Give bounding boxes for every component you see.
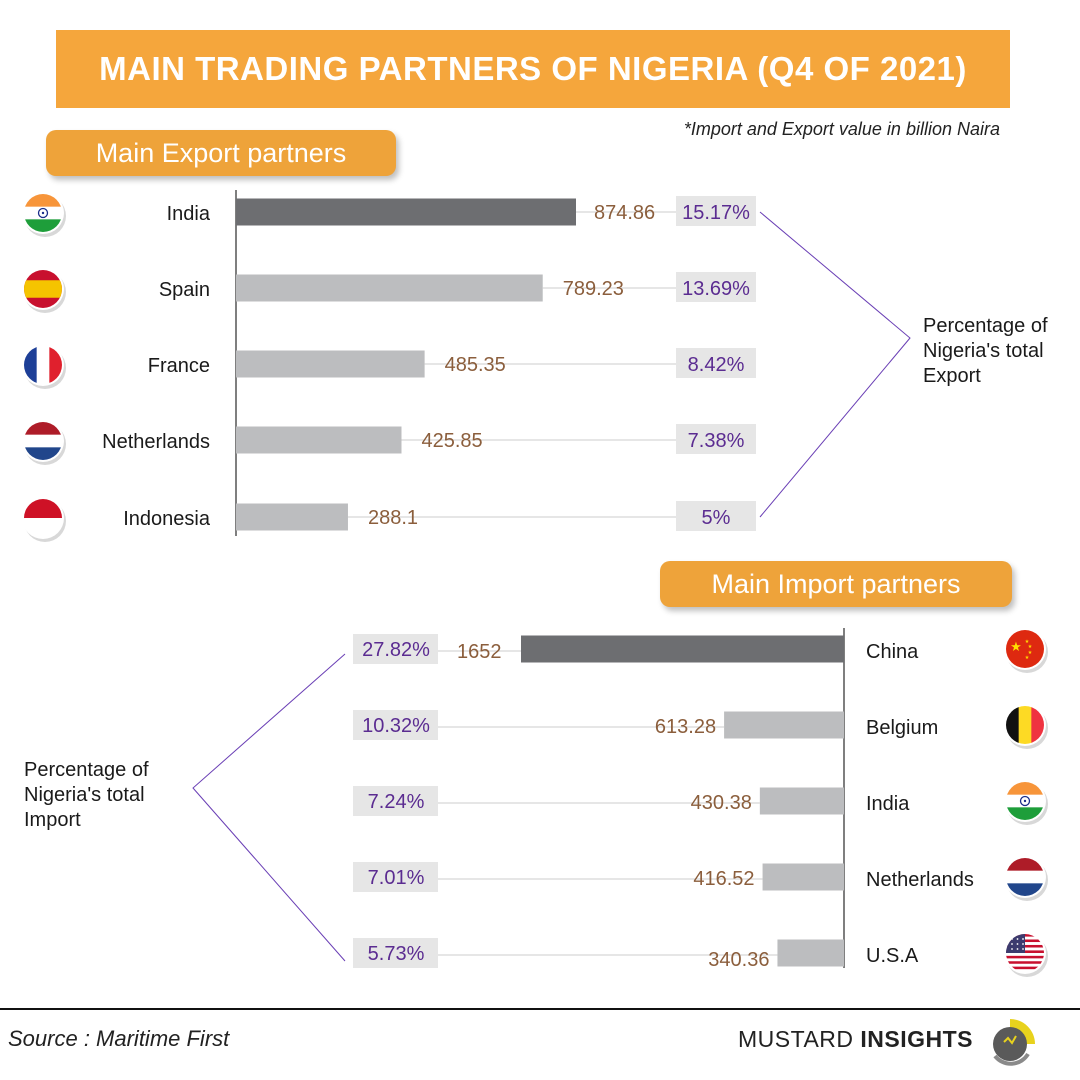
export-bracket-label: Nigeria's total (923, 340, 1044, 362)
export-country-label: Netherlands (102, 431, 210, 453)
brand-logo-icon (985, 1019, 1035, 1069)
export-percent-label: 15.17% (682, 202, 750, 224)
export-percent-label: 7.38% (688, 430, 745, 452)
export-value-label: 789.23 (563, 278, 624, 300)
indonesia-flag-icon (22, 497, 66, 542)
netherlands-flag-icon (1004, 856, 1048, 901)
import-percent-label: 7.01% (368, 867, 425, 889)
export-country-label: Spain (159, 279, 210, 301)
export-value-label: 425.85 (421, 430, 482, 452)
footer-divider (0, 1008, 1080, 1010)
import-percent-box (353, 634, 438, 664)
svg-text:★: ★ (1025, 655, 1030, 661)
import-bar (777, 939, 844, 967)
page-title: MAIN TRADING PARTNERS OF NIGERIA (Q4 OF … (99, 50, 967, 87)
export-country-label: Indonesia (123, 508, 211, 530)
title-banner: MAIN TRADING PARTNERS OF NIGERIA (Q4 OF … (56, 30, 1010, 108)
svg-text:★: ★ (1025, 639, 1030, 645)
import-country-label: U.S.A (866, 945, 919, 967)
import-percent-label: 7.24% (368, 791, 425, 813)
export-value-label: 874.86 (594, 202, 655, 224)
unit-note: *Import and Export value in billion Nair… (683, 119, 1000, 139)
export-value-label: 288.1 (368, 507, 418, 529)
import-value-label: 1652 (457, 641, 502, 663)
export-bar (236, 350, 425, 378)
import-percent-label: 10.32% (362, 715, 430, 737)
import-country-label: Belgium (866, 717, 938, 739)
svg-text:★: ★ (1028, 644, 1033, 650)
import-country-label: India (866, 793, 910, 815)
export-percent-box (676, 348, 756, 378)
export-section-label: Main Export partners (46, 130, 396, 176)
india-flag-icon (1004, 780, 1048, 825)
usa-flag-icon (1004, 932, 1048, 977)
export-bar (236, 274, 543, 302)
import-value-label: 416.52 (693, 868, 754, 890)
france-flag-icon (22, 344, 66, 389)
export-bracket-label: Export (923, 365, 981, 387)
export-percent-label: 13.69% (682, 278, 750, 300)
import-value-label: 340.36 (708, 949, 769, 971)
export-percent-box (676, 501, 756, 531)
svg-text:★: ★ (1028, 650, 1033, 656)
export-country-label: France (148, 355, 210, 377)
import-bracket-label: Import (24, 809, 81, 831)
export-bar (236, 426, 402, 454)
import-country-label: China (866, 641, 919, 663)
brand-name: MUSTARD INSIGHTS (738, 1026, 973, 1053)
india-flag-icon (22, 192, 66, 237)
import-country-label: Netherlands (866, 869, 974, 891)
import-bar (762, 863, 844, 891)
belgium-flag-icon (1004, 704, 1048, 749)
export-percent-box (676, 196, 756, 226)
import-percent-box (353, 938, 438, 968)
export-percent-label: 8.42% (688, 354, 745, 376)
export-value-label: 485.35 (445, 354, 506, 376)
import-percent-label: 5.73% (368, 943, 425, 965)
import-value-label: 613.28 (655, 716, 716, 738)
export-bracket-label: Percentage of (923, 315, 1048, 337)
import-percent-box (353, 710, 438, 740)
import-section-label: Main Import partners (660, 561, 1012, 607)
import-value-label: 430.38 (691, 792, 752, 814)
source-note: Source : Maritime First (8, 1026, 230, 1051)
export-percent-box (676, 424, 756, 454)
export-bar (236, 198, 576, 226)
brand-name-light: MUSTARD (738, 1026, 861, 1052)
import-bar (724, 711, 844, 739)
import-bar (759, 787, 844, 815)
import-bracket-label: Nigeria's total (24, 784, 145, 806)
import-bracket (192, 653, 346, 962)
trading-chart: India 874.86 15.17% Spain 789.23 13.69% France… (22, 190, 1048, 977)
import-percent-box (353, 786, 438, 816)
netherlands-flag-icon (22, 420, 66, 465)
brand-name-bold: INSIGHTS (860, 1026, 974, 1052)
import-bar (521, 635, 844, 663)
export-bracket (759, 211, 911, 518)
svg-text:★: ★ (1010, 639, 1022, 654)
import-bracket-label: Percentage of (24, 759, 149, 781)
import-percent-box (353, 862, 438, 892)
export-bar (236, 503, 348, 531)
import-percent-label: 27.82% (362, 639, 430, 661)
spain-flag-icon (22, 268, 66, 313)
china-flag-icon: ★ ★★★★ (1004, 628, 1048, 673)
export-percent-label: 5% (702, 507, 731, 529)
export-percent-box (676, 272, 756, 302)
export-country-label: India (167, 203, 211, 225)
